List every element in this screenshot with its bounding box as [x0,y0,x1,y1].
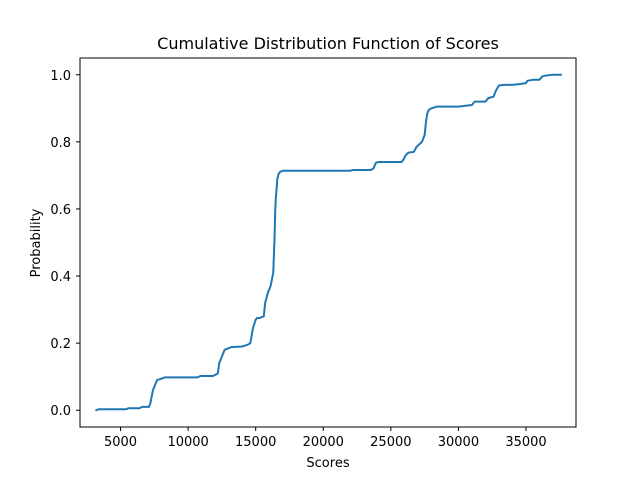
axes-frame [79,57,577,428]
y-tick-label: 0.4 [50,270,71,285]
y-axis-label: Probability [29,208,44,277]
y-tick-label: 0.6 [50,203,71,218]
cdf-series-line [95,73,563,412]
x-tick-label: 5000 [104,435,137,450]
x-tick-label: 35000 [505,435,546,450]
x-tick-label: 25000 [370,435,411,450]
x-axis-label: Scores [306,456,349,471]
y-axis: 0.0 0.2 0.4 0.6 0.8 1.0 [50,69,80,419]
x-axis: 5000 10000 15000 20000 25000 30000 35000 [104,427,547,450]
x-tick-label: 15000 [235,435,276,450]
x-tick-label: 20000 [303,435,344,450]
x-tick-label: 30000 [438,435,479,450]
chart-title: Cumulative Distribution Function of Scor… [157,34,499,53]
y-tick-label: 0.2 [50,337,71,352]
y-tick-label: 1.0 [50,69,71,84]
y-tick-label: 0.8 [50,136,71,151]
y-tick-label: 0.0 [50,404,71,419]
x-tick-label: 10000 [167,435,208,450]
plot-area [95,73,563,412]
